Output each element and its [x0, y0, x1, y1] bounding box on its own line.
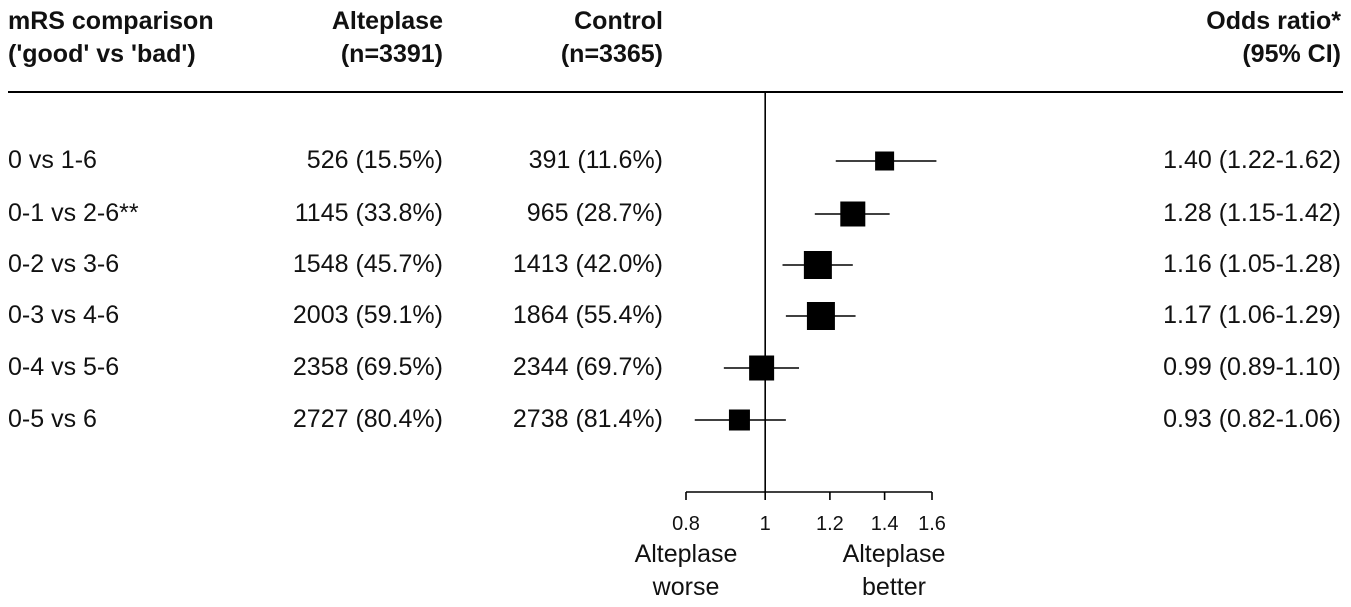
alteplase-value: 2727 (80.4%) — [292, 405, 443, 433]
table-row: 0-2 vs 3-6 1548 (45.7%) 1413 (42.0%) 1.1… — [0, 249, 1351, 279]
alteplase-value: 1145 (33.8%) — [294, 199, 443, 227]
row-label: 0-5 vs 6 — [8, 405, 97, 433]
odds-ratio-value: 0.93 (0.82-1.06) — [1163, 405, 1341, 433]
x-tick-label: 1.2 — [816, 513, 844, 535]
row-label: 0-3 vs 4-6 — [8, 301, 120, 329]
header-odds-ratio-line1: Odds ratio* — [1206, 7, 1341, 35]
odds-ratio-marker — [749, 355, 775, 381]
odds-ratio-value: 1.16 (1.05-1.28) — [1163, 250, 1341, 278]
odds-ratio-marker — [728, 409, 750, 431]
worse-line2: worse — [652, 573, 720, 601]
alteplase-value: 1548 (45.7%) — [292, 250, 443, 278]
alteplase-value: 526 (15.5%) — [306, 146, 443, 174]
x-tick-label: 0.8 — [672, 513, 700, 535]
alteplase-value: 2003 (59.1%) — [292, 301, 443, 329]
odds-ratio-marker — [806, 302, 835, 330]
control-value: 1413 (42.0%) — [512, 250, 663, 278]
odds-ratio-marker — [875, 151, 895, 171]
header-divider — [8, 91, 1343, 93]
table-row: 0-5 vs 6 2727 (80.4%) 2738 (81.4%) 0.93 … — [0, 404, 1351, 434]
odds-ratio-value: 1.17 (1.06-1.29) — [1163, 301, 1341, 329]
header-mrs-line2: ('good' vs 'bad') — [8, 40, 196, 68]
odds-ratio-marker — [803, 251, 832, 279]
better-line1: Alteplase — [842, 540, 946, 568]
control-value: 2738 (81.4%) — [512, 405, 663, 433]
header-odds-ratio-line2: (95% CI) — [1242, 40, 1341, 68]
header-control: Control (n=3365) — [561, 5, 663, 71]
control-value: 2344 (69.7%) — [512, 353, 663, 381]
row-label: 0-2 vs 3-6 — [8, 250, 120, 278]
header-control-line2: (n=3365) — [560, 40, 663, 68]
table-row: 0 vs 1-6 526 (15.5%) 391 (11.6%) 1.40 (1… — [0, 145, 1351, 175]
alteplase-value: 2358 (69.5%) — [292, 353, 443, 381]
header-alteplase: Alteplase (n=3391) — [332, 5, 443, 71]
table-row: 0-4 vs 5-6 2358 (69.5%) 2344 (69.7%) 0.9… — [0, 352, 1351, 382]
row-label: 0-4 vs 5-6 — [8, 353, 120, 381]
odds-ratio-value: 1.40 (1.22-1.62) — [1163, 146, 1341, 174]
header-odds-ratio: Odds ratio* (95% CI) — [1206, 5, 1341, 71]
header-mrs-comparison: mRS comparison ('good' vs 'bad') — [8, 5, 214, 71]
header-alteplase-line2: (n=3391) — [340, 40, 443, 68]
row-label: 0 vs 1-6 — [8, 146, 97, 174]
label-alteplase-better: Alteplase better — [814, 538, 974, 604]
x-tick-label: 1.6 — [918, 513, 946, 535]
table-row: 0-3 vs 4-6 2003 (59.1%) 1864 (55.4%) 1.1… — [0, 300, 1351, 330]
odds-ratio-value: 1.28 (1.15-1.42) — [1163, 199, 1341, 227]
header-mrs-line1: mRS comparison — [8, 7, 214, 35]
table-row: 0-1 vs 2-6** 1145 (33.8%) 965 (28.7%) 1.… — [0, 198, 1351, 228]
x-tick-label: 1.4 — [871, 513, 899, 535]
odds-ratio-marker — [840, 201, 866, 227]
header-control-line1: Control — [574, 7, 663, 35]
x-tick-label: 1 — [760, 513, 771, 535]
control-value: 1864 (55.4%) — [512, 301, 663, 329]
header-alteplase-line1: Alteplase — [331, 7, 443, 35]
label-alteplase-worse: Alteplase worse — [606, 538, 766, 604]
control-value: 391 (11.6%) — [528, 146, 663, 174]
control-value: 965 (28.7%) — [526, 199, 663, 227]
better-line2: better — [862, 573, 926, 601]
odds-ratio-value: 0.99 (0.89-1.10) — [1163, 353, 1341, 381]
worse-line1: Alteplase — [634, 540, 738, 568]
row-label: 0-1 vs 2-6** — [8, 199, 139, 227]
